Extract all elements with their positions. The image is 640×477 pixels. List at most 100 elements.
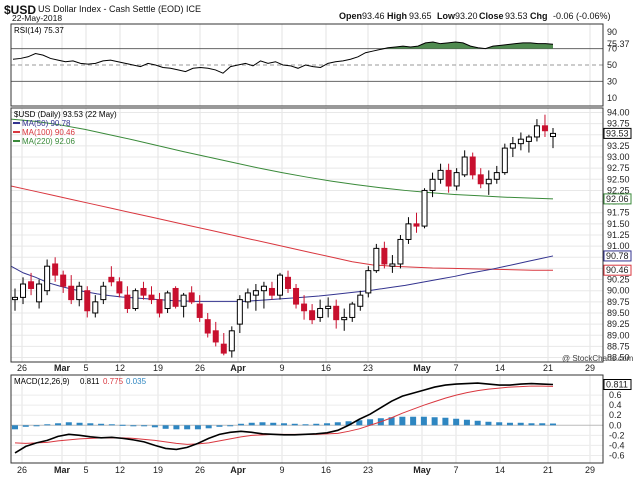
macd-xtick: Apr bbox=[230, 465, 246, 475]
candle-body bbox=[196, 303, 203, 318]
candle-body bbox=[365, 270, 372, 294]
candle-body bbox=[236, 299, 243, 325]
macd-hist-bar bbox=[367, 419, 374, 426]
macd-xtick: 29 bbox=[585, 465, 595, 475]
candle-body bbox=[28, 281, 35, 289]
macd-ytick: -0.6 bbox=[609, 450, 625, 460]
price-ytick: 93.75 bbox=[607, 119, 630, 129]
chart-header: $USD US Dollar Index - Cash Settle (EOD)… bbox=[0, 0, 640, 24]
candle-body bbox=[100, 285, 107, 301]
macd-hist-bar bbox=[453, 418, 460, 426]
ma220-tag: 92.06 bbox=[606, 194, 629, 204]
macd-hist-bar bbox=[162, 425, 169, 429]
candle-body bbox=[325, 305, 332, 310]
candle-body bbox=[44, 265, 51, 292]
macd-hist-bar bbox=[108, 424, 115, 426]
price-ytick: 93.25 bbox=[607, 141, 630, 151]
macd-hist-bar bbox=[216, 425, 223, 427]
macd-hist-bar bbox=[76, 422, 83, 426]
macd-hist-bar bbox=[151, 425, 158, 428]
macd-xtick: Mar bbox=[54, 465, 71, 475]
macd-hist-bar bbox=[517, 422, 524, 426]
candle-body bbox=[517, 138, 524, 145]
price-ytick: 91.50 bbox=[607, 219, 630, 229]
macd-hist-bar bbox=[431, 417, 438, 426]
open-label: Open bbox=[339, 11, 363, 21]
macd-hist-bar bbox=[130, 425, 137, 427]
candle-body bbox=[389, 263, 396, 267]
price-xtick: 26 bbox=[195, 363, 205, 373]
chg-label: Chg bbox=[530, 11, 548, 21]
macd-panel: MACD(12,26,9) 0.811 0.775 0.035 bbox=[11, 375, 603, 463]
price-frame bbox=[10, 107, 604, 363]
macd-hist-bar bbox=[334, 422, 341, 426]
macd-frame bbox=[10, 374, 604, 464]
candle-body bbox=[252, 290, 259, 296]
candle-body bbox=[373, 247, 380, 272]
macd-hist-bar bbox=[485, 421, 492, 426]
rsi-legend: RSI(14) 75.37 bbox=[14, 26, 64, 35]
price-ytick: 89.50 bbox=[607, 308, 630, 318]
macd-xtick: 23 bbox=[363, 465, 373, 475]
candle-body bbox=[124, 294, 131, 310]
price-ytick: 93.00 bbox=[607, 152, 630, 162]
price-legend-item: $USD (Daily) 93.53 (22 May) bbox=[14, 110, 117, 119]
candle-body bbox=[132, 290, 139, 310]
price-ytick: 89.00 bbox=[607, 330, 630, 340]
candle-body bbox=[341, 316, 348, 321]
macd-hist-bar bbox=[22, 425, 29, 427]
macd-hist-bar bbox=[463, 419, 470, 426]
candle-body bbox=[550, 132, 556, 138]
candle-body bbox=[140, 287, 147, 296]
candle-body bbox=[501, 147, 508, 174]
macd-hist-bar bbox=[205, 425, 212, 429]
candle-body bbox=[276, 274, 283, 296]
candle-body bbox=[493, 172, 500, 180]
macd-hist-bar bbox=[87, 423, 94, 426]
candle-body bbox=[437, 169, 444, 180]
candle-body bbox=[405, 223, 412, 240]
rsi-ytick: 10 bbox=[607, 93, 617, 103]
close-tag-box bbox=[603, 127, 632, 139]
candle-body bbox=[268, 287, 275, 296]
macd-hist-bar bbox=[173, 425, 180, 430]
macd-hist-bar bbox=[55, 423, 62, 426]
macd-hist-bar bbox=[442, 417, 449, 426]
macd-hist-bar bbox=[496, 422, 503, 426]
macd-ytick: -0.4 bbox=[609, 440, 625, 450]
macd-ytick: 0.2 bbox=[609, 410, 622, 420]
rsi-panel: RSI(14) 75.37 75.37 bbox=[11, 24, 630, 106]
macd-hist-bar bbox=[12, 425, 18, 430]
candle-body bbox=[180, 294, 187, 307]
price-ytick: 91.25 bbox=[607, 230, 630, 240]
candle-body bbox=[156, 299, 163, 314]
high-value: 93.65 bbox=[409, 11, 432, 21]
candle-body bbox=[260, 285, 267, 292]
macd-hist-bar bbox=[237, 423, 244, 426]
chg-value: -0.06 (-0.06%) bbox=[553, 11, 611, 21]
macd-tag-box bbox=[603, 379, 632, 391]
candle-body bbox=[397, 238, 404, 265]
ma50-tag-box bbox=[603, 250, 632, 262]
rsi-line bbox=[12, 41, 554, 74]
price-legend-item: MA(50) 90.78 bbox=[22, 119, 71, 128]
price-xtick: 5 bbox=[83, 363, 88, 373]
candle-body bbox=[421, 189, 428, 227]
macd-legend-signal: 0.775 bbox=[103, 377, 124, 386]
macd-hist-bar bbox=[345, 421, 352, 426]
price-xtick: 29 bbox=[585, 363, 595, 373]
candle-body bbox=[204, 319, 211, 334]
ma100-line bbox=[10, 185, 553, 271]
macd-xtick: 7 bbox=[453, 465, 458, 475]
macd-hist-bar bbox=[227, 425, 234, 427]
price-ytick: 88.75 bbox=[607, 341, 630, 351]
macd-hist-bar bbox=[550, 423, 556, 426]
rsi-last-label: 75.37 bbox=[607, 39, 630, 49]
macd-hist-bar bbox=[33, 425, 40, 427]
rsi-ytick: 50 bbox=[607, 60, 617, 70]
close-label: Close bbox=[479, 11, 504, 21]
macd-ytick: 0.0 bbox=[609, 420, 622, 430]
macd-hist-bar bbox=[44, 424, 51, 426]
candle-body bbox=[220, 343, 227, 354]
candle-body bbox=[172, 287, 179, 307]
